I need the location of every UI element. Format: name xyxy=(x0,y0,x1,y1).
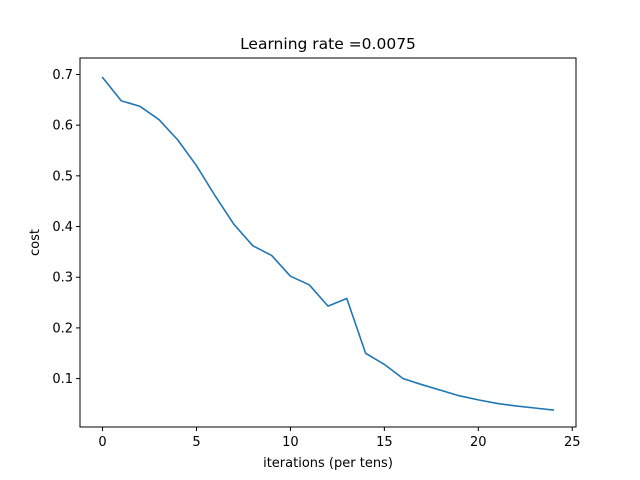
y-tick-label: 0.6 xyxy=(52,119,73,134)
plot-frame xyxy=(79,57,577,428)
plot-area xyxy=(80,58,576,427)
series-layer xyxy=(101,76,555,411)
y-axis-label: cost xyxy=(28,229,43,256)
y-axis-ticks: 0.1 0.2 0.3 0.4 0.5 0.6 0.7 xyxy=(52,68,80,387)
cost-series-line xyxy=(101,76,555,411)
x-axis-ticks: 0 5 10 15 20 25 xyxy=(98,427,581,450)
x-tick-label: 0 xyxy=(98,435,106,450)
y-tick-label: 0.2 xyxy=(52,321,73,336)
x-tick-label: 5 xyxy=(192,435,200,450)
y-tick-label: 0.5 xyxy=(52,169,73,184)
y-tick-label: 0.3 xyxy=(52,271,73,286)
y-tick-label: 0.4 xyxy=(52,220,73,235)
y-tick-label: 0.7 xyxy=(52,68,73,83)
x-tick-label: 10 xyxy=(282,435,299,450)
x-tick-label: 15 xyxy=(376,435,393,450)
x-tick-label: 20 xyxy=(470,435,487,450)
axes-layer xyxy=(79,57,577,428)
x-axis-label: iterations (per tens) xyxy=(263,456,393,471)
y-tick-label: 0.1 xyxy=(52,372,73,387)
chart-title: Learning rate =0.0075 xyxy=(240,35,416,53)
x-tick-label: 25 xyxy=(564,435,581,450)
